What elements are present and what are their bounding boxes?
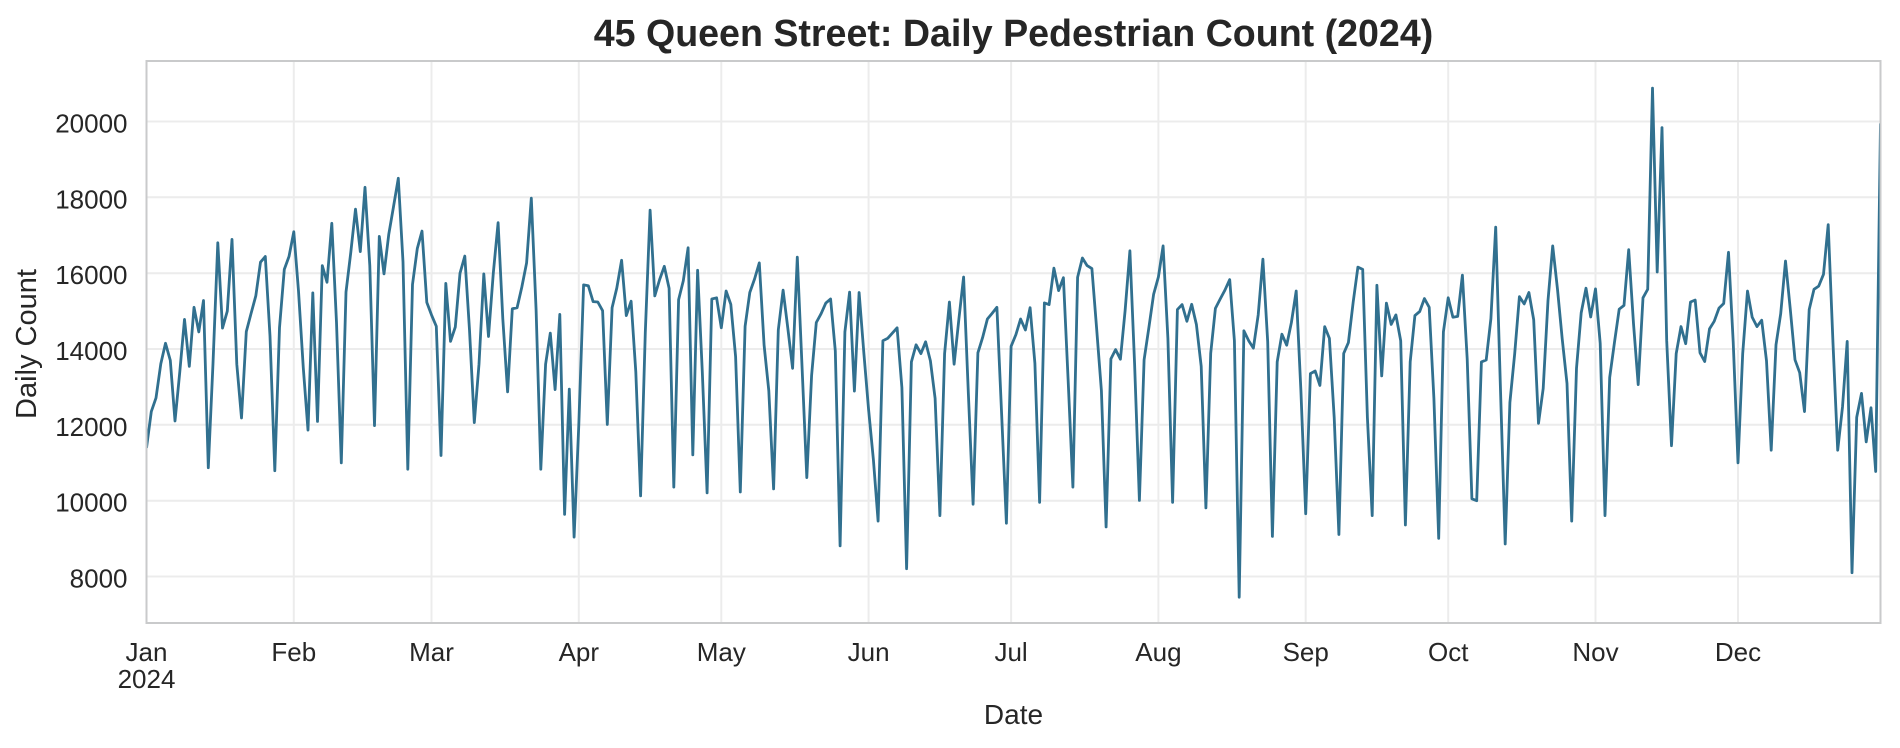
svg-text:Nov: Nov xyxy=(1572,637,1618,667)
svg-text:Aug: Aug xyxy=(1135,637,1181,667)
svg-text:Mar: Mar xyxy=(409,637,454,667)
svg-text:10000: 10000 xyxy=(55,488,127,518)
svg-text:2024: 2024 xyxy=(118,664,176,694)
svg-text:Sep: Sep xyxy=(1283,637,1329,667)
svg-text:Date: Date xyxy=(984,699,1043,730)
svg-text:14000: 14000 xyxy=(55,336,127,366)
svg-text:Jan: Jan xyxy=(126,637,168,667)
svg-text:12000: 12000 xyxy=(55,412,127,442)
svg-text:Dec: Dec xyxy=(1715,637,1761,667)
svg-text:Daily Count: Daily Count xyxy=(11,269,43,419)
svg-text:Feb: Feb xyxy=(271,637,316,667)
svg-text:45 Queen Street: Daily Pedestr: 45 Queen Street: Daily Pedestrian Count … xyxy=(594,12,1434,54)
svg-text:8000: 8000 xyxy=(70,564,128,594)
svg-text:16000: 16000 xyxy=(55,260,127,290)
svg-text:Oct: Oct xyxy=(1428,637,1469,667)
svg-text:18000: 18000 xyxy=(55,184,127,214)
svg-text:May: May xyxy=(697,637,746,667)
svg-text:Apr: Apr xyxy=(559,637,600,667)
svg-text:Jun: Jun xyxy=(848,637,890,667)
svg-text:Jul: Jul xyxy=(994,637,1027,667)
svg-text:20000: 20000 xyxy=(55,109,127,139)
